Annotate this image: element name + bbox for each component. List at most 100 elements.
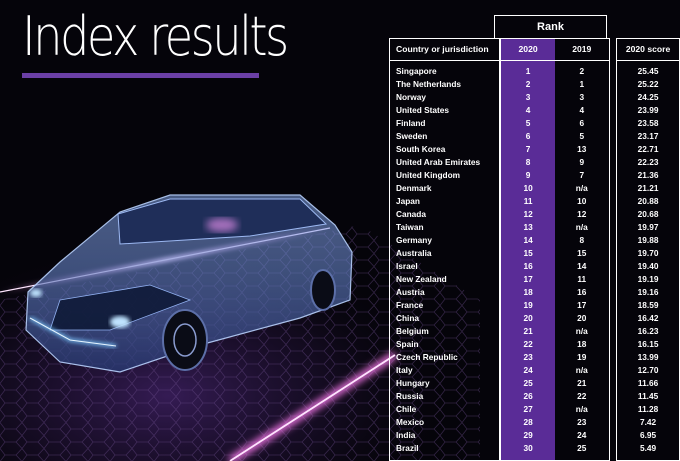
table-row: Japan 11 10 20.88 <box>389 195 680 208</box>
score-2020-cell: 20.68 <box>616 208 680 221</box>
rank-2019-cell: 25 <box>554 442 610 461</box>
score-2020-cell: 23.99 <box>616 104 680 117</box>
rank-2020-cell: 10 <box>500 182 555 195</box>
country-cell: United Arab Emirates <box>389 156 501 169</box>
country-cell: South Korea <box>389 143 501 156</box>
rank-2019-cell: 13 <box>555 143 610 156</box>
score-2020-cell: 23.58 <box>616 117 680 130</box>
rank-2020-cell: 19 <box>500 299 555 312</box>
rank-2019-cell: n/a <box>555 403 610 416</box>
table-row: Finland 5 6 23.58 <box>389 117 680 130</box>
table-body: Singapore 1 2 25.45 The Netherlands 2 1 25.22 No… <box>389 61 680 461</box>
rank-2019-cell: n/a <box>555 325 610 338</box>
rank-2020-cell: 16 <box>500 260 555 273</box>
score-2020-cell: 13.99 <box>616 351 680 364</box>
rank-2019-cell: 21 <box>555 377 610 390</box>
rank-2020-cell: 2 <box>500 78 555 91</box>
country-cell: Hungary <box>389 377 501 390</box>
rank-2020-cell: 24 <box>500 364 555 377</box>
table-row: Sweden 6 5 23.17 <box>389 130 680 143</box>
rank-2019-cell: 19 <box>555 351 610 364</box>
country-cell: Norway <box>389 91 501 104</box>
score-2020-cell: 11.45 <box>616 390 680 403</box>
rank-2019-cell: 6 <box>555 117 610 130</box>
table-row: Mexico 28 23 7.42 <box>389 416 680 429</box>
column-header-2020: 2020 <box>500 38 555 61</box>
table-row: Brazil 30 25 5.49 <box>389 442 680 461</box>
country-cell: Sweden <box>389 130 501 143</box>
rank-2020-cell: 26 <box>500 390 555 403</box>
rank-2020-cell: 23 <box>500 351 555 364</box>
rank-2020-cell: 27 <box>500 403 555 416</box>
score-2020-cell: 19.70 <box>616 247 680 260</box>
table-row: Hungary 25 21 11.66 <box>389 377 680 390</box>
rank-2020-cell: 6 <box>500 130 555 143</box>
rank-2020-cell: 13 <box>500 221 555 234</box>
rank-2019-cell: n/a <box>555 182 610 195</box>
rank-2019-cell: 11 <box>555 273 610 286</box>
score-2020-cell: 7.42 <box>616 416 680 429</box>
country-cell: Germany <box>389 234 501 247</box>
rank-2019-cell: 22 <box>555 390 610 403</box>
country-cell: Singapore <box>389 61 501 78</box>
table-row: Germany 14 8 19.88 <box>389 234 680 247</box>
country-cell: Mexico <box>389 416 501 429</box>
column-header-country: Country or jurisdiction <box>389 38 501 61</box>
country-cell: Chile <box>389 403 501 416</box>
score-2020-cell: 19.19 <box>616 273 680 286</box>
country-cell: United Kingdom <box>389 169 501 182</box>
score-2020-cell: 19.16 <box>616 286 680 299</box>
table-row: India 29 24 6.95 <box>389 429 680 442</box>
score-2020-cell: 11.66 <box>616 377 680 390</box>
table-row: Chile 27 n/a 11.28 <box>389 403 680 416</box>
country-cell: Taiwan <box>389 221 501 234</box>
rank-2019-cell: 10 <box>555 195 610 208</box>
score-2020-cell: 21.21 <box>616 182 680 195</box>
page-title: Index results <box>22 5 289 68</box>
country-cell: Belgium <box>389 325 501 338</box>
score-2020-cell: 16.15 <box>616 338 680 351</box>
table-header-row: Country or jurisdiction 2020 2019 2020 s… <box>389 38 680 61</box>
score-2020-cell: 18.59 <box>616 299 680 312</box>
rank-2020-cell: 30 <box>500 442 555 461</box>
country-cell: Czech Republic <box>389 351 501 364</box>
country-cell: Russia <box>389 390 501 403</box>
rank-2020-cell: 8 <box>500 156 555 169</box>
country-cell: Austria <box>389 286 501 299</box>
country-cell: China <box>389 312 501 325</box>
table-row: Czech Republic 23 19 13.99 <box>389 351 680 364</box>
table-row: Austria 18 16 19.16 <box>389 286 680 299</box>
table-row: Russia 26 22 11.45 <box>389 390 680 403</box>
table-row: United Arab Emirates 8 9 22.23 <box>389 156 680 169</box>
table-row: New Zealand 17 11 19.19 <box>389 273 680 286</box>
country-cell: The Netherlands <box>389 78 501 91</box>
country-cell: Canada <box>389 208 501 221</box>
rank-2019-cell: 1 <box>555 78 610 91</box>
country-cell: Denmark <box>389 182 501 195</box>
table-row: Taiwan 13 n/a 19.97 <box>389 221 680 234</box>
table-row: Belgium 21 n/a 16.23 <box>389 325 680 338</box>
column-header-score: 2020 score <box>616 38 680 61</box>
rank-2020-cell: 15 <box>500 247 555 260</box>
rank-2020-cell: 25 <box>500 377 555 390</box>
table-row: Spain 22 18 16.15 <box>389 338 680 351</box>
rank-2019-cell: 17 <box>555 299 610 312</box>
score-2020-cell: 25.22 <box>616 78 680 91</box>
country-cell: France <box>389 299 501 312</box>
title-underline <box>22 73 259 78</box>
table-row: Australia 15 15 19.70 <box>389 247 680 260</box>
score-2020-cell: 19.97 <box>616 221 680 234</box>
rank-2020-cell: 11 <box>500 195 555 208</box>
rank-2019-cell: 15 <box>555 247 610 260</box>
table-row: Italy 24 n/a 12.70 <box>389 364 680 377</box>
rank-2020-cell: 9 <box>500 169 555 182</box>
score-2020-cell: 5.49 <box>616 442 680 461</box>
rank-2020-cell: 14 <box>500 234 555 247</box>
rank-2020-cell: 3 <box>500 91 555 104</box>
rank-2019-cell: 8 <box>555 234 610 247</box>
country-cell: Finland <box>389 117 501 130</box>
rank-2019-cell: 24 <box>555 429 610 442</box>
rank-2019-cell: 7 <box>555 169 610 182</box>
country-cell: Italy <box>389 364 501 377</box>
